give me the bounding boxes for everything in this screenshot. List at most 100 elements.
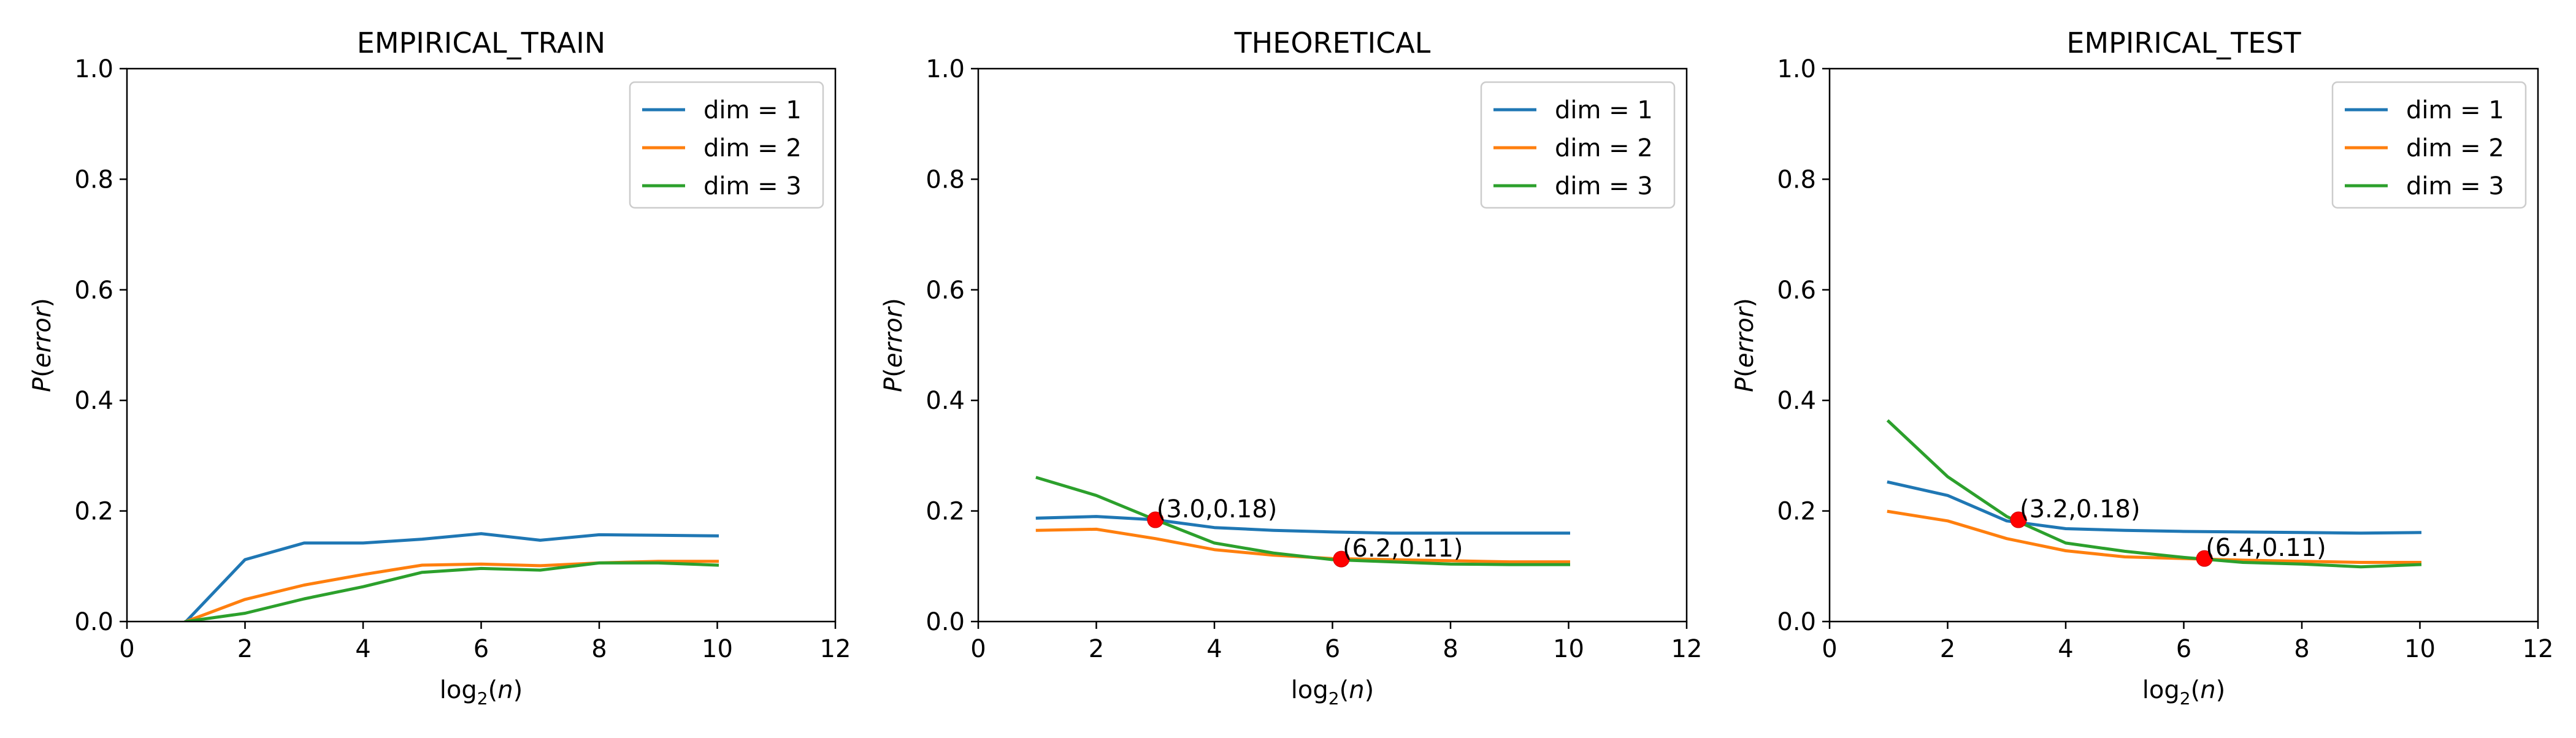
series-line-dim-1 bbox=[183, 532, 719, 622]
legend-box bbox=[1480, 81, 1676, 209]
y-axis-label-arg: error bbox=[1731, 306, 1759, 368]
x-tick-label: 4 bbox=[355, 635, 370, 663]
x-axis-label-open-paren: ( bbox=[1340, 676, 1349, 704]
x-axis-label-base: log bbox=[440, 676, 477, 704]
legend-entry-label: dim = 2 bbox=[2406, 134, 2504, 162]
y-tick-label: 0.4 bbox=[1777, 387, 1816, 415]
x-axis-label-base: log bbox=[1291, 676, 1328, 704]
y-tick-label: 0.0 bbox=[1777, 608, 1816, 636]
legend: dim = 1 dim = 2 dim = 3 bbox=[2331, 81, 2527, 209]
intersection-marker bbox=[2196, 550, 2213, 567]
y-tick-label: 0.8 bbox=[1777, 165, 1816, 194]
x-axis-label-close-paren: ) bbox=[2216, 676, 2226, 704]
legend-entry-label: dim = 3 bbox=[703, 172, 802, 200]
x-tick-label: 6 bbox=[473, 635, 489, 663]
y-axis-label: P(error) bbox=[1731, 298, 1759, 392]
y-axis-label-func: P bbox=[28, 377, 56, 392]
y-tick-label: 0.8 bbox=[926, 165, 965, 194]
y-tick-label: 0.2 bbox=[926, 498, 965, 526]
chart-panel-3: EMPIRICAL_TEST (3.2,0.18) (6.4,0.11) 0 2 4 6 8 1… bbox=[1731, 26, 2553, 709]
legend-box bbox=[2331, 81, 2527, 209]
legend-entry-label: dim = 3 bbox=[2406, 172, 2504, 200]
x-axis-label: log2(n) bbox=[1291, 676, 1374, 709]
x-axis-label-base: log bbox=[2142, 676, 2180, 704]
series-line-dim-3 bbox=[1035, 476, 1570, 566]
x-tick-label: 10 bbox=[1553, 635, 1584, 663]
series-line-dim-1 bbox=[1035, 515, 1570, 535]
y-axis-label-close-paren: ) bbox=[28, 298, 56, 308]
y-axis-label-open-paren: ( bbox=[1731, 368, 1759, 378]
y-tick-label: 1.0 bbox=[74, 55, 113, 83]
x-tick-label: 12 bbox=[2523, 635, 2554, 663]
marker-label: (3.0,0.18) bbox=[1157, 495, 1278, 523]
y-tick-label: 0.2 bbox=[74, 498, 113, 526]
x-tick-label: 12 bbox=[820, 635, 851, 663]
x-tick-label: 6 bbox=[1325, 635, 1340, 663]
x-axis-label: log2(n) bbox=[2142, 676, 2225, 709]
x-tick-label: 10 bbox=[702, 635, 733, 663]
x-axis-label-arg: n bbox=[2200, 676, 2215, 704]
series-line-dim-2 bbox=[1887, 509, 2421, 564]
y-axis-label-func: P bbox=[880, 377, 908, 392]
x-tick-label: 10 bbox=[2404, 635, 2436, 663]
x-axis-label-close-paren: ) bbox=[513, 676, 523, 704]
y-tick-label: 0.2 bbox=[1777, 498, 1816, 526]
x-tick-label: 12 bbox=[1671, 635, 1703, 663]
y-axis-label-func: P bbox=[1731, 377, 1759, 392]
series-line-dim-3 bbox=[1886, 419, 2422, 569]
y-tick-label: 0.6 bbox=[926, 276, 965, 305]
legend-entry-label: dim = 1 bbox=[1555, 96, 1653, 124]
chart-panel-1: EMPIRICAL_TRAIN 0 2 4 6 8 10 12 0.0 0.2 0.4 0.6 0.8 1… bbox=[28, 26, 851, 709]
y-axis-label-open-paren: ( bbox=[28, 368, 56, 378]
y-axis-label-close-paren: ) bbox=[1731, 298, 1759, 308]
intersection-marker bbox=[2010, 511, 2027, 528]
legend-entry-label: dim = 2 bbox=[703, 134, 802, 162]
marker-label: (6.4,0.11) bbox=[2206, 534, 2326, 562]
y-tick-label: 0.6 bbox=[74, 276, 113, 305]
x-axis-label-close-paren: ) bbox=[1365, 676, 1374, 704]
series-line-dim-1 bbox=[1887, 480, 2422, 535]
intersection-marker bbox=[1333, 550, 1350, 568]
x-tick-label: 8 bbox=[1443, 635, 1458, 663]
x-tick-label: 8 bbox=[2294, 635, 2309, 663]
y-tick-label: 0.4 bbox=[74, 387, 113, 415]
marker-label: (6.2,0.11) bbox=[1343, 534, 1463, 563]
x-tick-label: 8 bbox=[591, 635, 607, 663]
legend-box bbox=[629, 81, 824, 209]
chart-title: EMPIRICAL_TRAIN bbox=[357, 26, 605, 59]
y-tick-label: 0.0 bbox=[74, 608, 113, 636]
x-axis-label-subscript: 2 bbox=[1328, 688, 1340, 709]
x-tick-label: 6 bbox=[2176, 635, 2191, 663]
x-axis-label-subscript: 2 bbox=[2180, 688, 2191, 709]
legend-entry-label: dim = 1 bbox=[2406, 96, 2504, 124]
x-tick-label: 0 bbox=[970, 635, 986, 663]
y-axis-label: P(error) bbox=[28, 298, 56, 392]
x-axis-label-open-paren: ( bbox=[2191, 676, 2201, 704]
y-axis-label-open-paren: ( bbox=[880, 368, 908, 378]
y-axis-label-arg: error bbox=[28, 306, 56, 368]
y-tick-label: 0.8 bbox=[74, 165, 113, 194]
x-axis-label: log2(n) bbox=[440, 676, 523, 709]
y-tick-label: 1.0 bbox=[926, 55, 965, 83]
y-axis-label-arg: error bbox=[880, 306, 908, 368]
legend: dim = 1 dim = 2 dim = 3 bbox=[1480, 81, 1676, 209]
series-line-dim-3 bbox=[184, 561, 719, 622]
x-tick-label: 2 bbox=[1089, 635, 1104, 663]
y-tick-label: 0.0 bbox=[926, 608, 965, 636]
x-axis-label-open-paren: ( bbox=[488, 676, 498, 704]
legend-entry-label: dim = 1 bbox=[703, 96, 802, 124]
intersection-marker bbox=[1147, 511, 1164, 528]
x-tick-label: 2 bbox=[1940, 635, 1955, 663]
x-axis-label-arg: n bbox=[1349, 676, 1364, 704]
x-tick-label: 2 bbox=[237, 635, 253, 663]
y-axis-label-close-paren: ) bbox=[880, 298, 908, 308]
chart-panel-2: THEORETICAL (3.0,0.18) (6.2,0.11) 0 2 4 6 8 10 12… bbox=[880, 26, 1702, 709]
x-tick-label: 0 bbox=[1822, 635, 1837, 663]
y-tick-label: 0.6 bbox=[1777, 276, 1816, 305]
x-tick-label: 4 bbox=[2058, 635, 2073, 663]
y-tick-label: 1.0 bbox=[1777, 55, 1816, 83]
marker-label: (3.2,0.18) bbox=[2020, 495, 2141, 523]
